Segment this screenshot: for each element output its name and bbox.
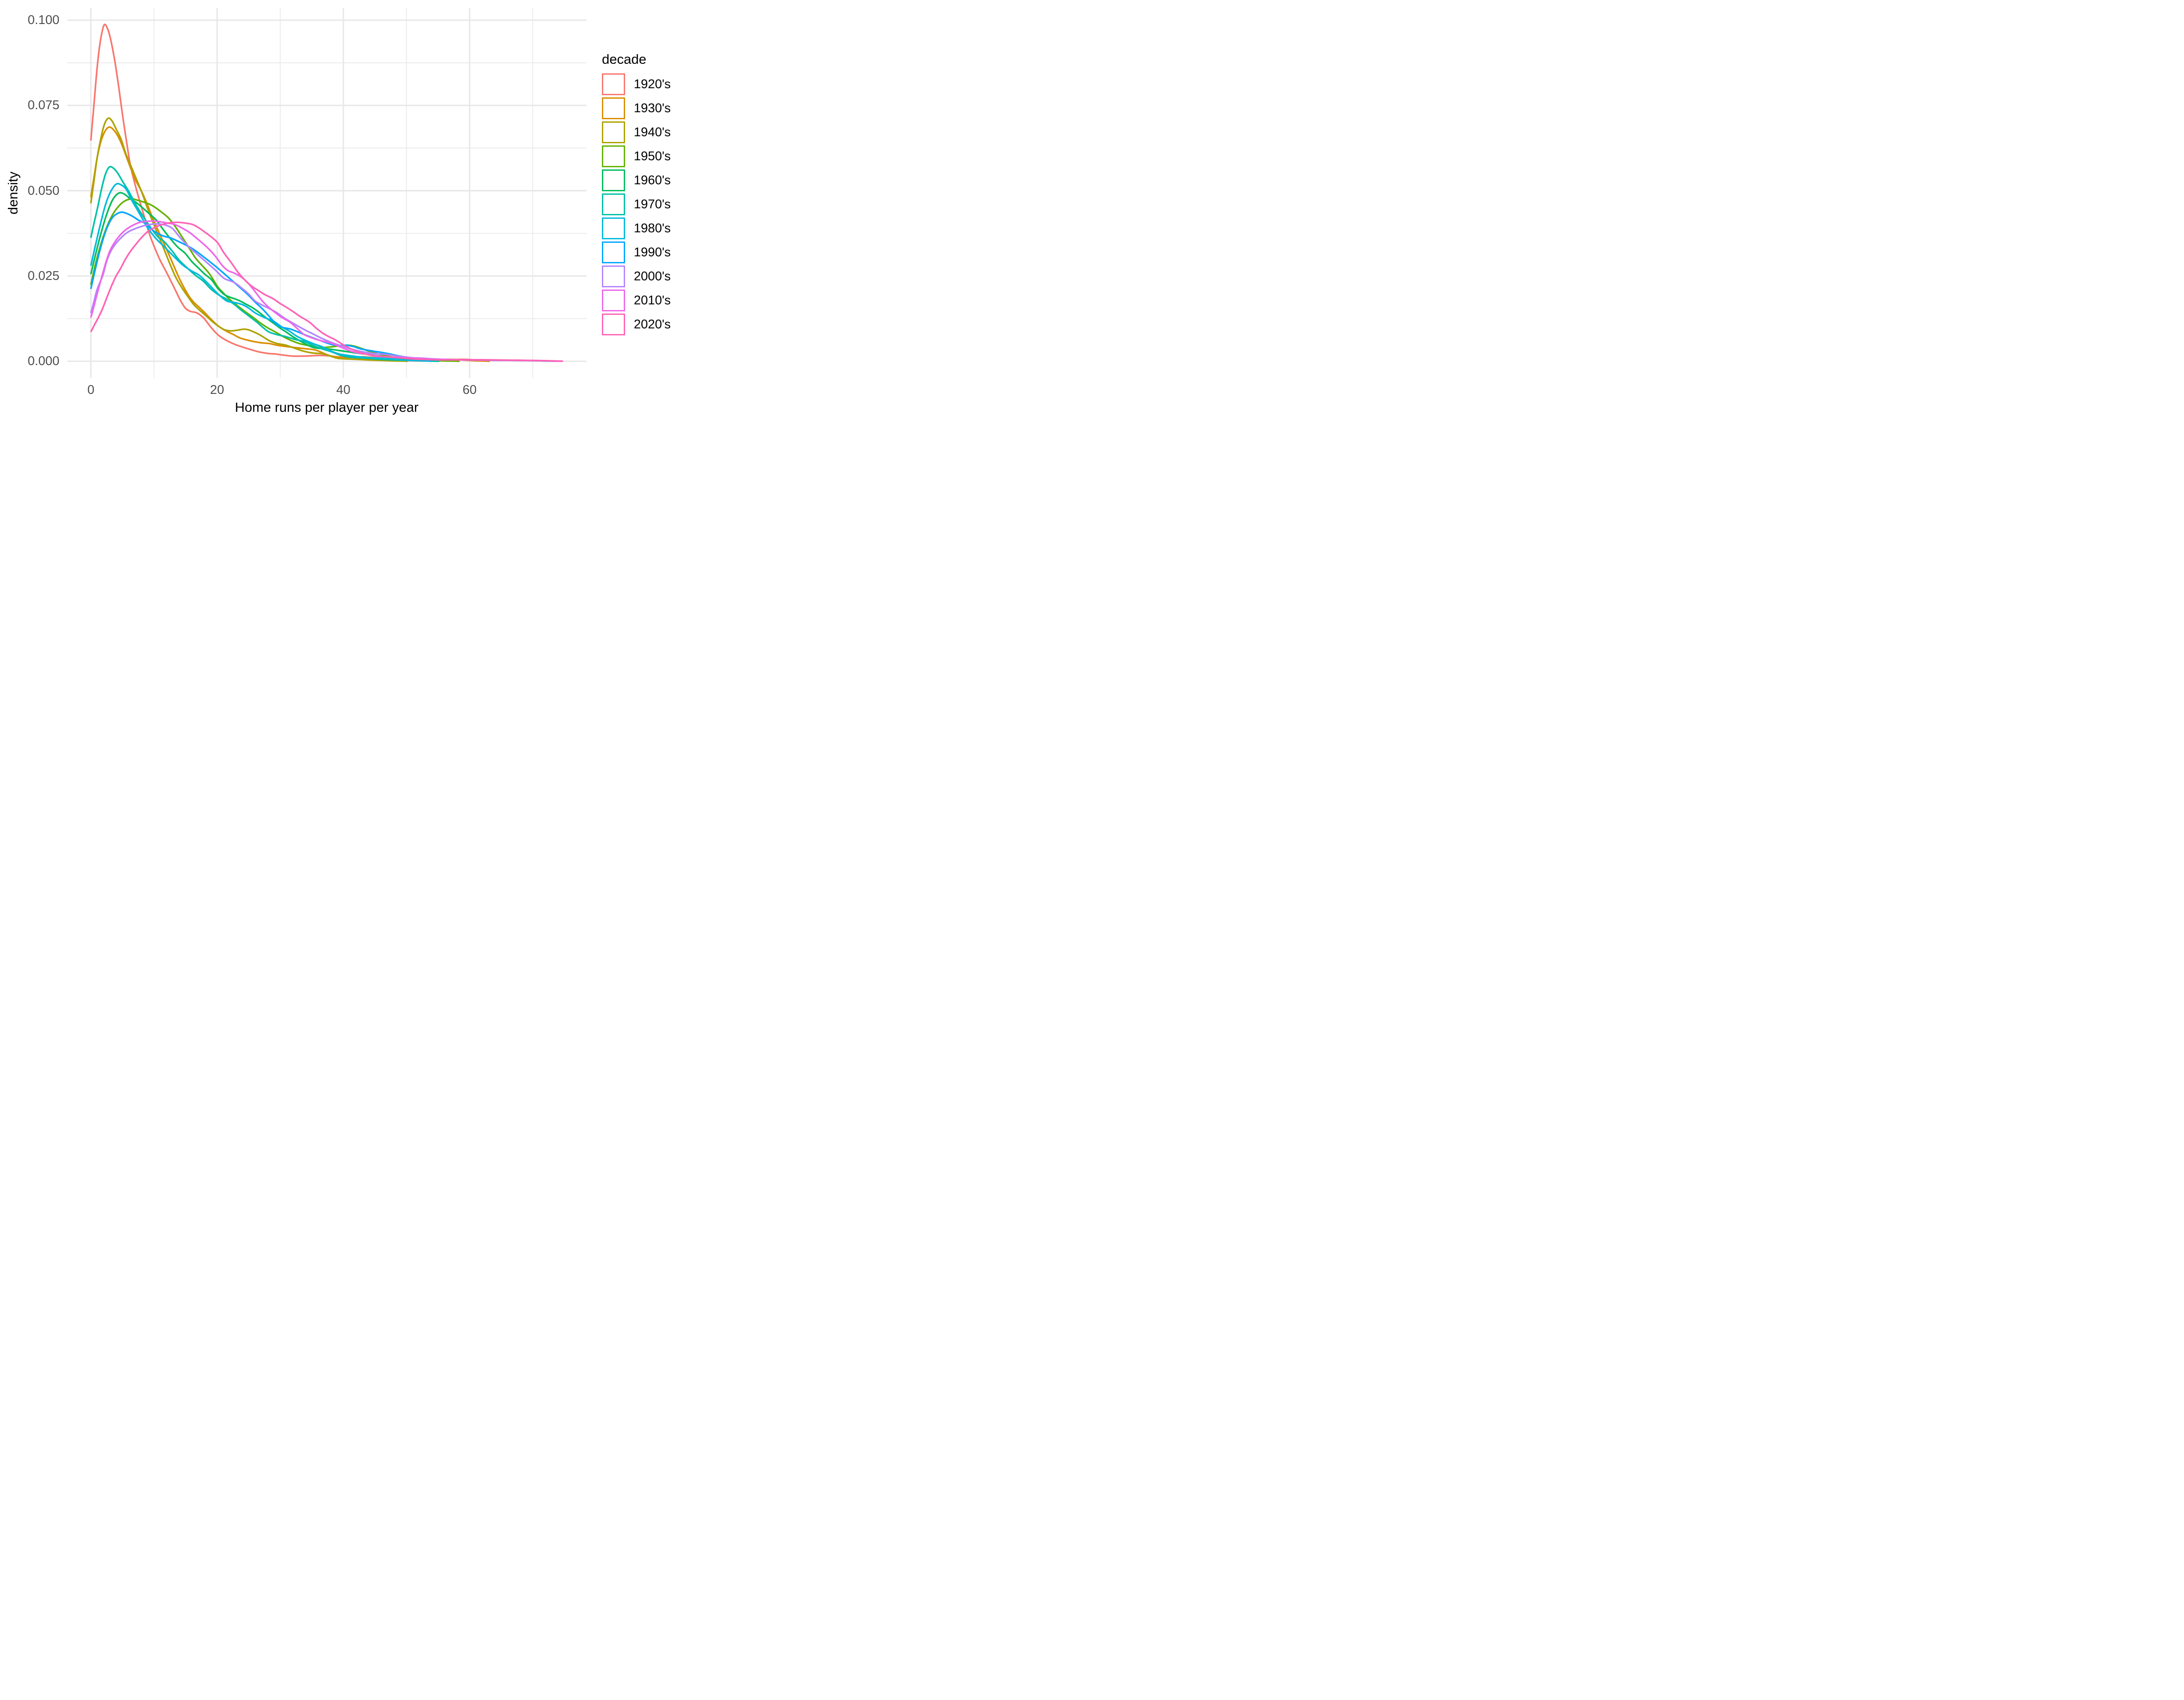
legend-label: 1990's	[634, 245, 671, 259]
x-tick-label-0: 0	[87, 383, 95, 397]
legend-label: 2020's	[634, 317, 671, 331]
legend-key-swatch-1970s	[602, 193, 625, 215]
gridlines-major	[67, 8, 587, 378]
legend-item-1970s: 1970's	[602, 193, 671, 215]
legend-item-1940s: 1940's	[602, 121, 671, 143]
legend-key-swatch-1920s	[602, 73, 625, 95]
legend: decade 1920's 1930's 1940's 1950's 1960's 197…	[602, 52, 671, 338]
y-tick-label-0.075: 0.075	[28, 98, 59, 113]
legend-item-1990s: 1990's	[602, 241, 671, 263]
x-tick-label-40: 40	[336, 383, 351, 397]
legend-items: 1920's 1930's 1940's 1950's 1960's 1970's 1980…	[602, 73, 671, 335]
plot-panel	[67, 8, 587, 378]
legend-label: 2000's	[634, 269, 671, 283]
legend-key-swatch-1990s	[602, 241, 625, 263]
y-tick-label-0.000: 0.000	[28, 354, 59, 369]
legend-label: 2010's	[634, 293, 671, 307]
density-curve-1950s	[90, 198, 460, 362]
legend-key-swatch-2000s	[602, 266, 625, 287]
legend-label: 1980's	[634, 221, 671, 235]
legend-key-swatch-1930s	[602, 97, 625, 119]
legend-item-1980s: 1980's	[602, 217, 671, 239]
legend-key-swatch-1980s	[602, 217, 625, 239]
gridlines-minor	[67, 8, 587, 378]
legend-key-swatch-2010s	[602, 290, 625, 311]
density-curve-2020s	[90, 221, 563, 362]
density-curve-1930s	[90, 126, 490, 362]
legend-item-2010s: 2010's	[602, 290, 671, 311]
density-curve-1940s	[90, 117, 408, 362]
legend-key-swatch-1940s	[602, 121, 625, 143]
legend-label: 1930's	[634, 101, 671, 115]
legend-item-1950s: 1950's	[602, 145, 671, 167]
legend-item-1960s: 1960's	[602, 169, 671, 191]
legend-item-1920s: 1920's	[602, 73, 671, 95]
x-tick-label-60: 60	[462, 383, 477, 397]
legend-title: decade	[602, 52, 646, 67]
legend-label: 1920's	[634, 77, 671, 91]
y-tick-label-0.025: 0.025	[28, 269, 59, 283]
legend-key-swatch-1960s	[602, 169, 625, 191]
x-axis-title: Home runs per player per year	[235, 400, 419, 415]
x-tick-label-20: 20	[210, 383, 225, 397]
y-axis-title: density	[5, 171, 21, 215]
y-tick-label-0.100: 0.100	[28, 13, 59, 28]
legend-label: 1940's	[634, 125, 671, 139]
legend-key-swatch-2020s	[602, 314, 625, 335]
legend-item-1930s: 1930's	[602, 97, 671, 119]
legend-key-swatch-1950s	[602, 145, 625, 167]
density-curve-1920s	[90, 24, 489, 362]
legend-item-2000s: 2000's	[602, 266, 671, 287]
legend-label: 1970's	[634, 197, 671, 211]
legend-label: 1960's	[634, 173, 671, 187]
density-plot-figure: 0.000 0.025 0.050 0.075 0.100 0 20 40 60 densit…	[0, 0, 688, 425]
density-curve-1980s	[90, 183, 432, 362]
legend-item-2020s: 2020's	[602, 314, 671, 335]
y-tick-label-0.050: 0.050	[28, 183, 59, 198]
legend-label: 1950's	[634, 149, 671, 163]
